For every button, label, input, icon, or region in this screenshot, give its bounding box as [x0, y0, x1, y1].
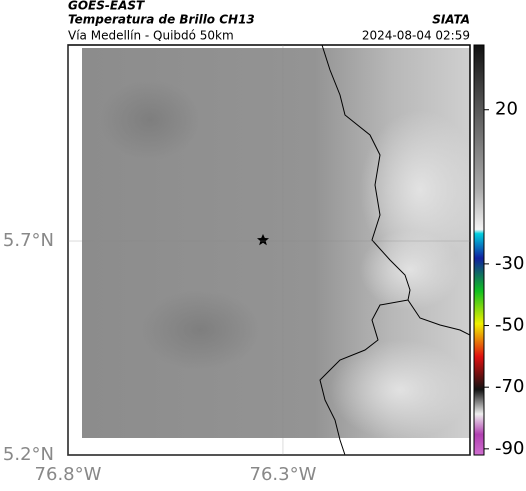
colorbar-label: 20 — [495, 99, 518, 120]
colorbar-label: -90 — [495, 438, 524, 459]
location-marker — [257, 234, 269, 246]
y-tick-label: 5.2°N — [3, 444, 54, 465]
shade — [100, 80, 200, 160]
x-tick-label: 76.8°W — [35, 464, 102, 485]
title: Temperatura de Brillo CH13 — [68, 13, 255, 27]
imagery — [82, 45, 470, 455]
colorbar-label: -30 — [495, 253, 524, 274]
colorbar — [473, 44, 485, 456]
cloud — [330, 340, 470, 440]
x-tick-label: 76.3°W — [250, 464, 317, 485]
y-tick-label: 5.7°N — [3, 230, 54, 251]
colorbar-label: -50 — [495, 315, 524, 336]
subtitle: Vía Medellín - Quibdó 50km — [68, 29, 234, 43]
cloud — [360, 230, 460, 310]
source: SIATA — [432, 13, 470, 27]
shade — [140, 290, 260, 370]
agency: GOES-EAST — [68, 0, 145, 13]
timestamp: 2024-08-04 02:59 — [362, 29, 470, 43]
colorbar-label: -70 — [495, 376, 524, 397]
boundary — [319, 45, 470, 455]
cloud — [360, 110, 470, 270]
